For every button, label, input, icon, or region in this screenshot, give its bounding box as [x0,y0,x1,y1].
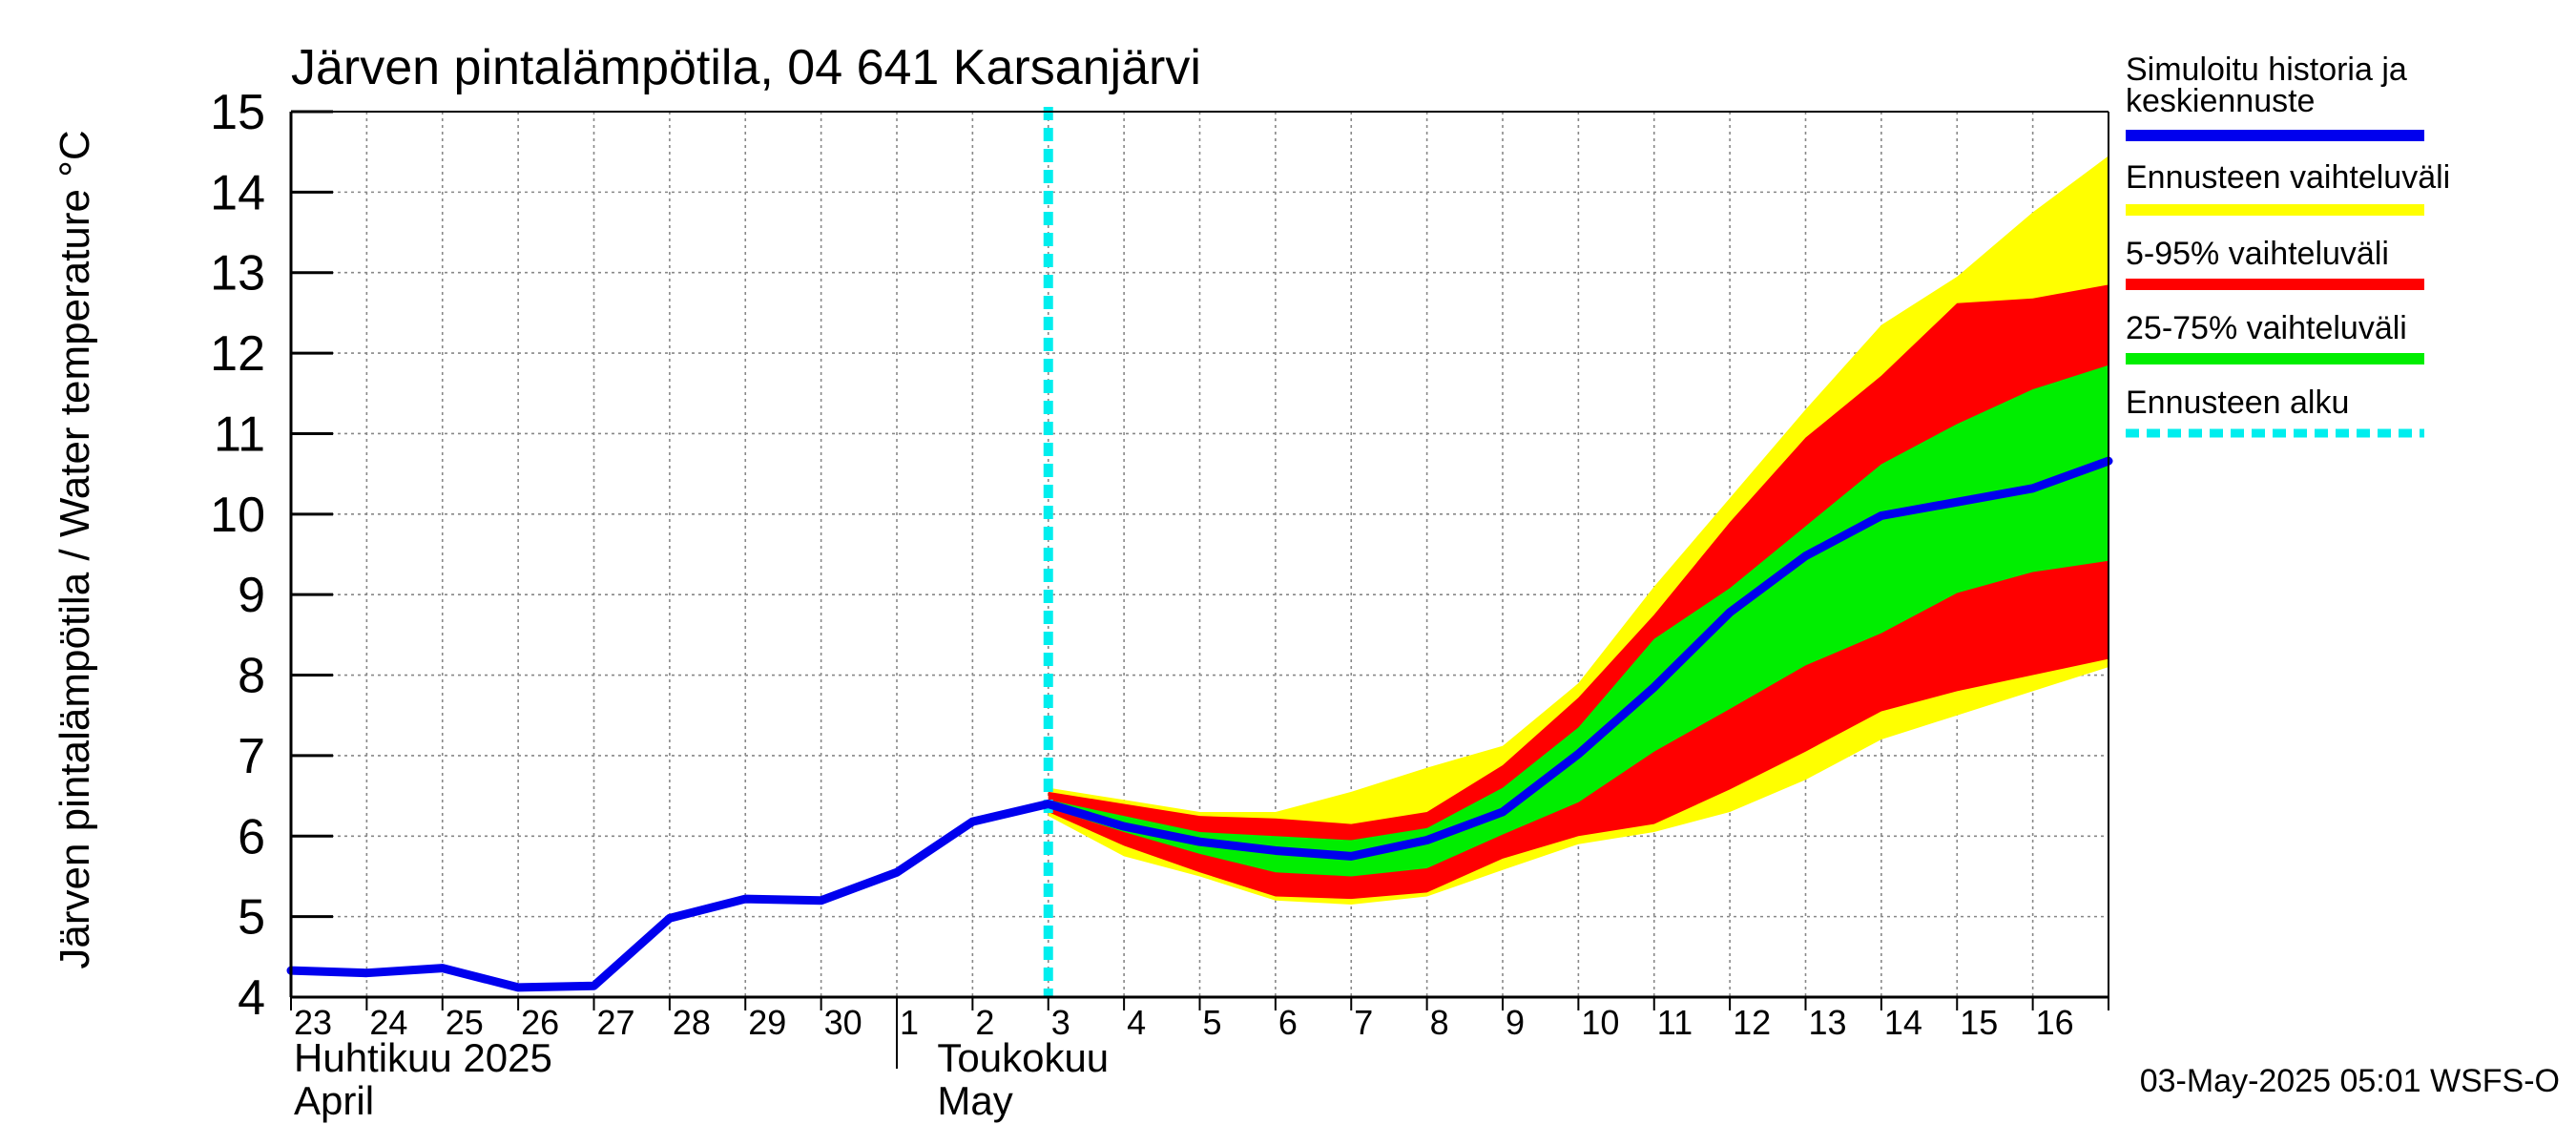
x-tick-label: 30 [824,1003,862,1042]
x-tick-label: 4 [1127,1003,1146,1042]
legend-label: Simuloitu historia ja [2126,52,2407,88]
x-tick-label: 7 [1354,1003,1373,1042]
y-tick-label: 14 [210,165,265,220]
x-tick-label: 2 [975,1003,994,1042]
legend-label: Ennusteen alku [2126,385,2349,421]
x-tick-label: 14 [1884,1003,1922,1042]
y-tick-label: 6 [238,809,265,864]
x-tick-label: 1 [900,1003,919,1042]
y-tick-label: 11 [214,406,265,462]
x-tick-label: 27 [597,1003,635,1042]
chart-title: Järven pintalämpötila, 04 641 Karsanjärv… [291,40,1201,95]
legend-label: keskiennuste [2126,83,2315,119]
y-axis-label: Järven pintalämpötila / Water temperatur… [52,130,98,968]
x-tick-label: 26 [521,1003,559,1042]
x-tick-label: 25 [446,1003,484,1042]
y-tick-label: 12 [210,326,265,382]
x-tick-label: 3 [1051,1003,1070,1042]
y-tick-label: 15 [210,85,265,140]
legend-label: 25-75% vaihteluväli [2126,310,2407,346]
x-tick-label: 23 [294,1003,332,1042]
x-tick-label: 11 [1657,1003,1693,1042]
x-tick-label: 13 [1809,1003,1847,1042]
series-line-mean [286,456,2113,992]
month-label-en: May [937,1078,1012,1123]
x-tick-label: 9 [1506,1003,1525,1042]
x-tick-label: 5 [1203,1003,1222,1042]
x-tick-label: 12 [1733,1003,1771,1042]
band-5-95-vaihteluv-li [1048,284,2109,900]
month-label-en: April [294,1078,374,1123]
legend-label: Ennusteen vaihteluväli [2126,159,2450,196]
y-tick-label: 10 [210,488,265,543]
y-tick-label: 8 [238,649,265,704]
y-tick-label: 4 [238,970,265,1026]
x-tick-label: 15 [1960,1003,1998,1042]
band-25-75-vaihteluv-li [1048,364,2109,877]
x-tick-label: 29 [748,1003,786,1042]
x-tick-label: 10 [1581,1003,1619,1042]
y-tick-label: 5 [238,890,265,946]
x-tick-label: 28 [673,1003,711,1042]
month-label-fi: Toukokuu [937,1035,1109,1080]
x-tick-label: 6 [1278,1003,1298,1042]
y-tick-label: 7 [238,729,265,784]
x-tick-label: 16 [2036,1003,2074,1042]
x-tick-label: 8 [1430,1003,1449,1042]
footer-timestamp: 03-May-2025 05:01 WSFS-O [2140,1063,2560,1099]
y-tick-label: 13 [210,246,265,302]
y-tick-label: 9 [238,568,265,623]
month-label-fi: Huhtikuu 2025 [294,1035,552,1080]
x-tick-label: 24 [369,1003,407,1042]
legend-label: 5-95% vaihteluväli [2126,236,2389,272]
